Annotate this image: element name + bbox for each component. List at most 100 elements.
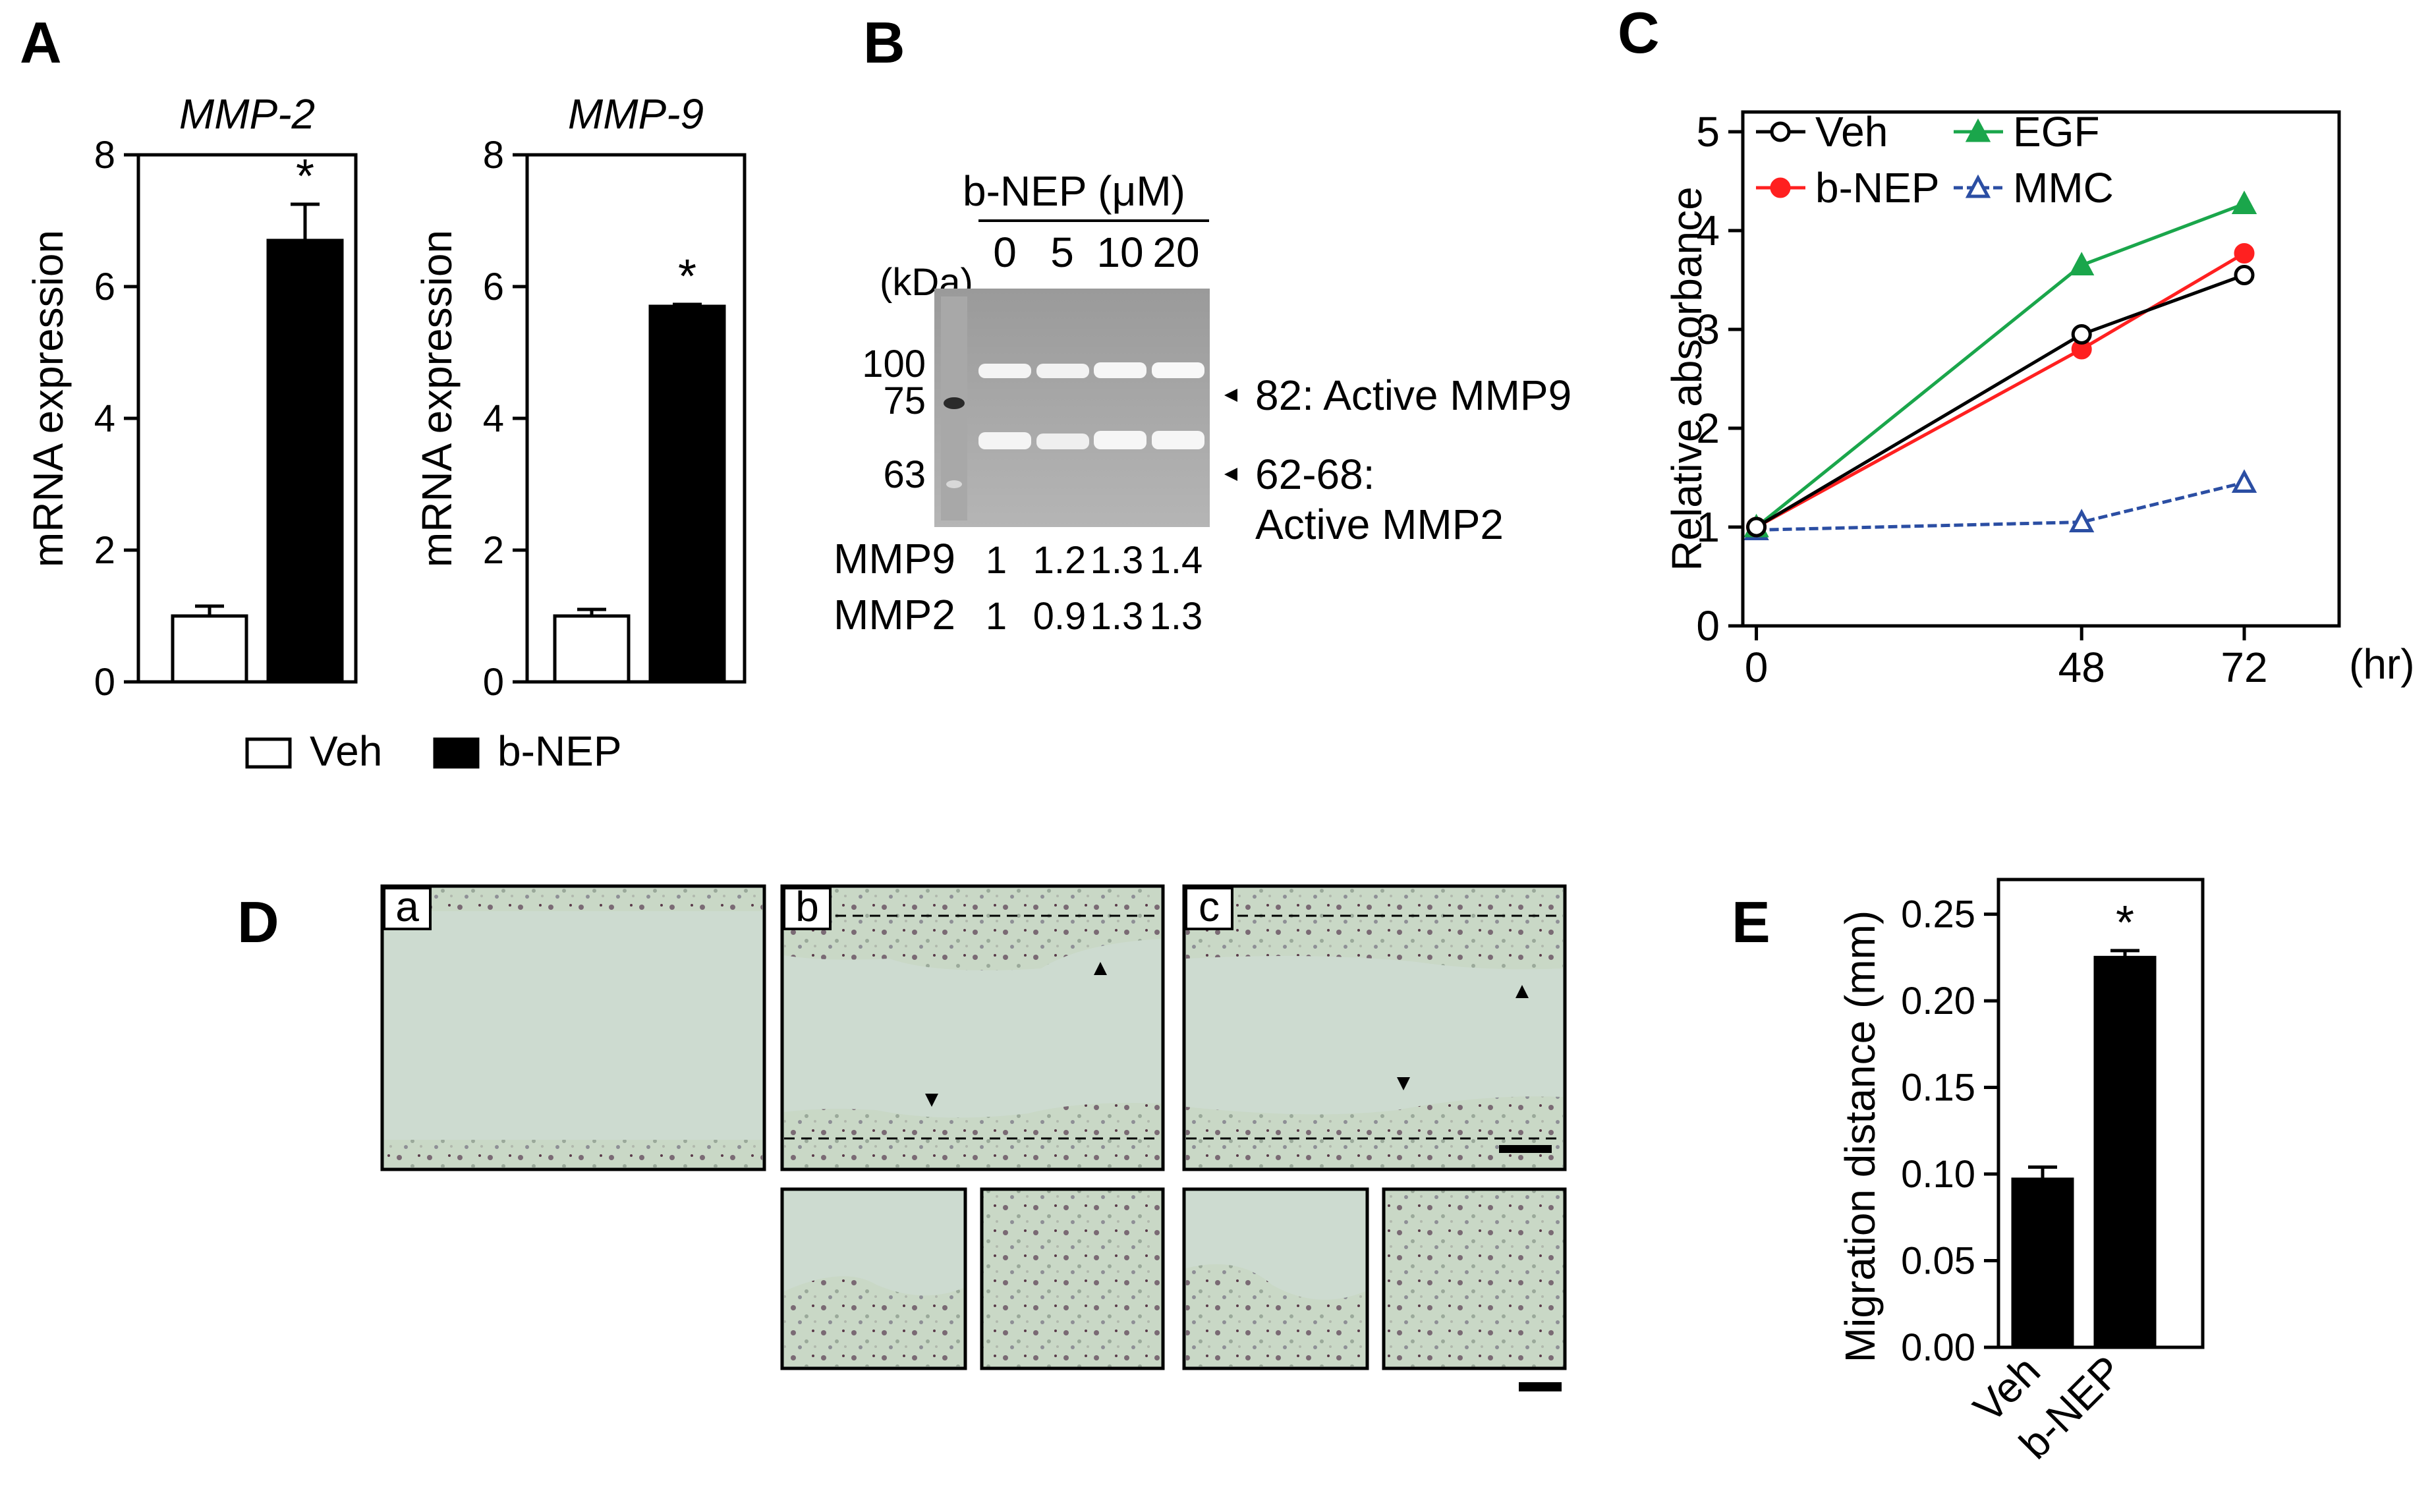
zoom-insets [780, 1187, 1567, 1391]
arrowhead-b-top [1094, 962, 1107, 975]
band-label-mmp2-line2: Active MMP2 [1255, 501, 1504, 548]
marker-100: 100 [862, 343, 926, 385]
bar-A-right-0 [553, 614, 631, 684]
chart-proliferation: Relative absorbance 0 1 2 3 4 5 0 48 72 Veh EGF b-… [1663, 108, 2415, 691]
panel-letter-a: A [20, 10, 62, 75]
chart-migration: Migration distance (mm) 0.00 0.05 0.10 0.15… [1836, 878, 2205, 1468]
ladder-band-63 [946, 480, 962, 488]
legend-label-bnep: b-NEP [497, 727, 622, 775]
significance-star-mmp2: * [296, 150, 314, 203]
cell-layer-bottom-c [1186, 1096, 1563, 1167]
panel-letter-b: B [863, 10, 905, 75]
bar-A-right-1 [648, 304, 726, 684]
plot-frame-e [1996, 878, 2205, 1349]
cell-layer-top-c [1186, 888, 1563, 970]
bar-A-left-0 [171, 614, 248, 684]
data-point-veh-0 [1746, 517, 1767, 538]
series-line-mmc [1756, 481, 2245, 532]
scale-bar-bottom [1519, 1382, 1562, 1391]
arrowhead-mmp9 [1224, 389, 1237, 402]
y-tick-label-E-2: 0.10 [1901, 1153, 1975, 1196]
arrowhead-c-top [1515, 985, 1529, 998]
legend-a: Veh b-NEP [245, 727, 622, 775]
quant-mmp9-0: 1 [986, 539, 1007, 582]
data-point-veh-2 [2234, 265, 2255, 285]
dose-0: 0 [993, 229, 1017, 276]
y-tick-label-c-0: 0 [1696, 602, 1720, 650]
quant-mmp9-5: 1.2 [1033, 539, 1087, 582]
scratch-assay-images: a b c [380, 883, 1567, 1391]
gel-background [934, 289, 1210, 527]
quant-mmp2-5: 0.9 [1033, 595, 1087, 638]
x-axis-unit-c: (hr) [2349, 640, 2415, 688]
data-point-b-nep-2 [2234, 243, 2255, 264]
series-line-b-nep [1755, 252, 2246, 529]
zoom-inset-c-2 [1382, 1187, 1567, 1370]
y-tick-label-c-4: 4 [1696, 207, 1720, 254]
y-tick-label-E-4: 0.20 [1901, 980, 1975, 1022]
arrowhead-mmp2 [1224, 468, 1237, 481]
legend-label-b-nep: b-NEP [1815, 164, 1940, 211]
bar-E-0 [2011, 1177, 2074, 1349]
gel-band-mmp9-lane2 [1036, 364, 1089, 378]
legend-label-mmc: MMC [2013, 164, 2114, 211]
y-axis-label-mmp9: mRNA expression [413, 230, 461, 567]
zoom-inset-c-1-cells [1186, 1264, 1365, 1366]
cell-layer-top-a [384, 888, 762, 911]
marker-63: 63 [883, 453, 926, 496]
quant-mmp9-20: 1.4 [1150, 539, 1203, 582]
y-tick-label-c-3: 3 [1696, 306, 1720, 353]
data-point-egf-2 [2231, 190, 2257, 214]
quant-row-label-mmp2: MMP2 [834, 591, 955, 638]
legend-label-veh: Veh [1815, 108, 1888, 155]
panel-letter-e: E [1732, 889, 1770, 955]
chart-title-mmp2: MMP-2 [179, 90, 315, 138]
y-axis-label-c: Relative absorbance [1663, 186, 1711, 571]
y-tick-label-E-5: 0.25 [1901, 893, 1975, 936]
y-tick-label-c-5: 5 [1696, 108, 1720, 155]
legend-marker-b-nep [1770, 177, 1791, 198]
chart-title-mmp9: MMP-9 [568, 90, 704, 138]
significance-star-e: * [2116, 897, 2134, 949]
legend-label-egf: EGF [2013, 108, 2100, 155]
y-tick-label-E-1: 0.05 [1901, 1240, 1975, 1283]
y-tick-label-A-right-0: 0 [483, 661, 504, 704]
x-tick-label-c-2: 72 [2221, 644, 2267, 691]
panel-letter-c: C [1618, 0, 1660, 65]
y-tick-label-A-left-4: 8 [94, 134, 115, 177]
y-tick-label-A-left-2: 4 [94, 397, 115, 440]
cell-layer-top-b [784, 888, 1161, 970]
cell-layer-bottom-b [784, 1103, 1161, 1167]
image-label-b: b [795, 883, 819, 930]
data-point-mmc-1 [2069, 509, 2095, 532]
band-label-mmp2-line1: 62-68: [1255, 451, 1374, 498]
significance-star-mmp9: * [678, 250, 696, 303]
y-tick-label-A-left-3: 6 [94, 266, 115, 308]
band-label-mmp9: 82: Active MMP9 [1255, 372, 1571, 419]
cell-layer-bottom-a [384, 1140, 762, 1167]
legend-marker-mmc [1965, 174, 1991, 198]
quant-mmp2-10: 1.3 [1090, 595, 1144, 638]
scratch-image-b: b [780, 883, 1165, 1171]
image-label-c: c [1199, 883, 1220, 930]
image-label-box-c [1185, 887, 1233, 930]
y-tick-label-A-right-1: 2 [483, 529, 504, 572]
y-axis-label-mmp2: mRNA expression [24, 230, 72, 567]
chart-mmp2: MMP-2 mRNA expression 0 2 4 6 8 * [24, 90, 358, 704]
data-point-egf-1 [2069, 252, 2095, 275]
scratch-image-c: c [1182, 883, 1567, 1171]
image-label-box-a [383, 887, 432, 930]
dose-header: b-NEP (μM) [963, 167, 1185, 215]
dose-20: 20 [1152, 229, 1199, 276]
series-line-veh [1755, 273, 2245, 529]
y-tick-label-A-right-2: 4 [483, 397, 504, 440]
y-tick-label-A-right-3: 6 [483, 266, 504, 308]
quant-mmp2-0: 1 [986, 595, 1007, 638]
bar-E-1 [2093, 955, 2157, 1349]
y-tick-label-A-left-1: 2 [94, 529, 115, 572]
x-tick-label-c-1: 48 [2058, 644, 2105, 691]
plot-frame-mmp9 [525, 153, 747, 684]
dose-10: 10 [1096, 229, 1143, 276]
series-line-egf [1755, 202, 2245, 528]
